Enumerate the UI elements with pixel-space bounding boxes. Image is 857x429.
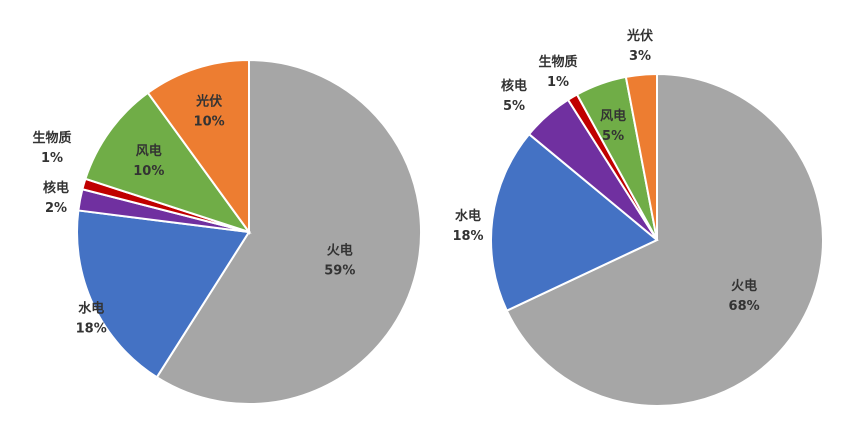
left-label-hydro-value: 18% xyxy=(76,322,107,337)
left-label-wind-name: 风电 xyxy=(136,143,162,159)
left-label-wind-value: 10% xyxy=(133,164,164,179)
left-label-hydro-name: 水电 xyxy=(78,301,104,317)
left-label-solar-value: 10% xyxy=(194,114,225,129)
right-slice-thermal xyxy=(505,72,824,407)
left-slice-thermal xyxy=(155,58,423,405)
left-slice-wind xyxy=(84,91,252,234)
right-label-biomass-value: 1% xyxy=(547,75,569,90)
right-label-solar-value: 3% xyxy=(629,49,651,64)
right-slice-solar xyxy=(624,72,658,241)
left-label-thermal-value: 59% xyxy=(324,263,355,278)
right-label-wind-value: 5% xyxy=(602,129,624,144)
left-label-nuclear-name: 核电 xyxy=(43,180,69,196)
right-label-solar-name: 光伏 xyxy=(626,28,653,44)
right-slice-hydro xyxy=(490,132,659,313)
left-slice-solar xyxy=(146,58,250,236)
right-label-nuclear-value: 5% xyxy=(503,99,525,114)
right-label-nuclear-name: 核电 xyxy=(501,78,527,94)
left-label-thermal-name: 火电 xyxy=(327,242,353,258)
right-label-thermal-value: 68% xyxy=(729,299,760,314)
right-label-hydro-name: 水电 xyxy=(455,208,481,224)
right-label-thermal-name: 火电 xyxy=(731,278,757,294)
left-label-nuclear-value: 2% xyxy=(45,201,67,216)
left-slice-hydro xyxy=(76,209,251,379)
left-label-biomass-value: 1% xyxy=(41,151,63,166)
pie-chart-right: 火电 68% 水电 18% 核电 5% 生物质 1% 风电 5% 光伏 3% xyxy=(452,28,824,407)
right-label-biomass-name: 生物质 xyxy=(538,54,577,70)
right-label-wind-name: 风电 xyxy=(600,108,626,124)
pie-chart-left: 火电 59% 水电 18% 核电 2% 生物质 1% 风电 10% 光伏 10% xyxy=(32,58,423,405)
left-label-biomass-name: 生物质 xyxy=(32,130,71,146)
right-label-hydro-value: 18% xyxy=(452,229,483,244)
left-label-solar-name: 光伏 xyxy=(195,93,222,109)
